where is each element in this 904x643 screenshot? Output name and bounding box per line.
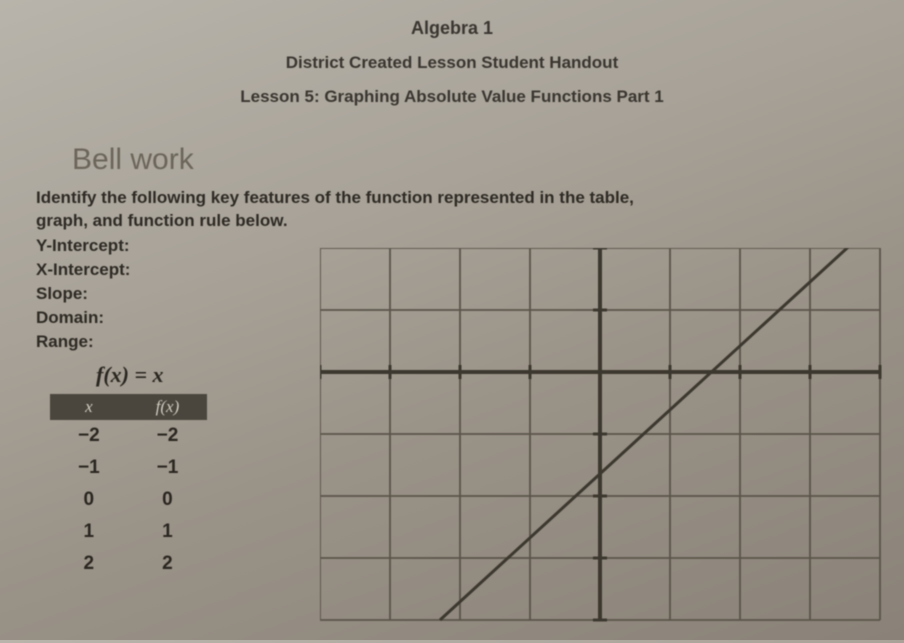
cell-fx: −2 — [128, 420, 208, 452]
cell-x: 0 — [50, 484, 128, 516]
graph-svg — [320, 248, 890, 638]
table-row: 2 2 — [50, 548, 207, 580]
table-row: −2 −2 — [50, 420, 207, 452]
cell-x: −1 — [50, 452, 128, 484]
cell-fx: −1 — [128, 452, 208, 484]
table-row: 1 1 — [50, 516, 207, 548]
section-title: Bell work — [72, 143, 904, 177]
table-header-x: x — [50, 394, 128, 420]
page-title: Algebra 1 — [0, 18, 904, 39]
table-header-fx: f(x) — [128, 394, 208, 420]
lesson-title: Lesson 5: Graphing Absolute Value Functi… — [0, 87, 904, 107]
table-header-row: x f(x) — [50, 394, 207, 420]
cell-x: −2 — [50, 420, 128, 452]
page-subtitle: District Created Lesson Student Handout — [0, 53, 904, 73]
cell-x: 1 — [50, 516, 128, 548]
cell-fx: 0 — [128, 484, 208, 516]
table-row: 0 0 — [50, 484, 207, 516]
instructions-line2: graph, and function rule below. — [36, 211, 288, 230]
graph — [320, 248, 890, 638]
cell-fx: 2 — [128, 548, 208, 580]
instructions: Identify the following key features of t… — [36, 187, 696, 233]
table-row: −1 −1 — [50, 452, 207, 484]
instructions-line1: Identify the following key features of t… — [36, 188, 634, 207]
value-table: x f(x) −2 −2 −1 −1 0 0 1 1 2 2 — [50, 394, 207, 580]
cell-x: 2 — [50, 548, 128, 580]
cell-fx: 1 — [128, 516, 208, 548]
